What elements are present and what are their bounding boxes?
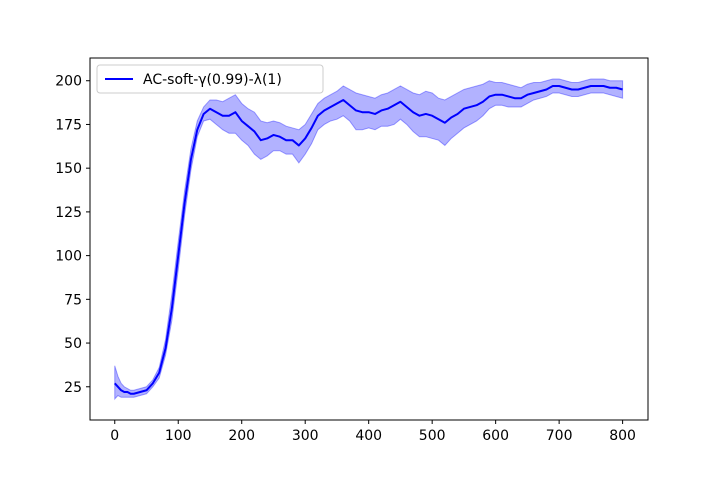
x-tick-label: 200 [228,428,255,444]
series-line [114,84,623,395]
x-tick-label: 800 [609,428,636,444]
y-tick-label: 175 [55,117,82,133]
x-tick-label: 300 [292,428,319,444]
y-tick-label: 75 [64,292,82,308]
axes: 0 100 200 300 400 500 600 700 800 25 50 75 100 125 150… [55,57,649,444]
x-tick-label: 600 [482,428,509,444]
y-tick-label: 150 [55,161,82,177]
y-tick-label: 100 [55,249,82,265]
x-tick-label: 700 [546,428,573,444]
x-tick-label: 400 [355,428,382,444]
x-tick-label: 0 [110,428,119,444]
x-tick-label: 100 [165,428,192,444]
series-band [114,78,624,401]
x-tick-label: 500 [419,428,446,444]
y-tick-label: 125 [55,205,82,221]
legend-box [96,64,324,94]
legend-label: AC-soft-γ(0.99)-λ(1) [143,72,282,88]
legend: AC-soft-γ(0.99)-λ(1) [96,64,324,94]
y-tick-label: 200 [55,74,82,90]
y-tick-label: 25 [64,380,82,396]
y-tick-label: 50 [64,336,82,352]
plot-area [114,78,624,401]
